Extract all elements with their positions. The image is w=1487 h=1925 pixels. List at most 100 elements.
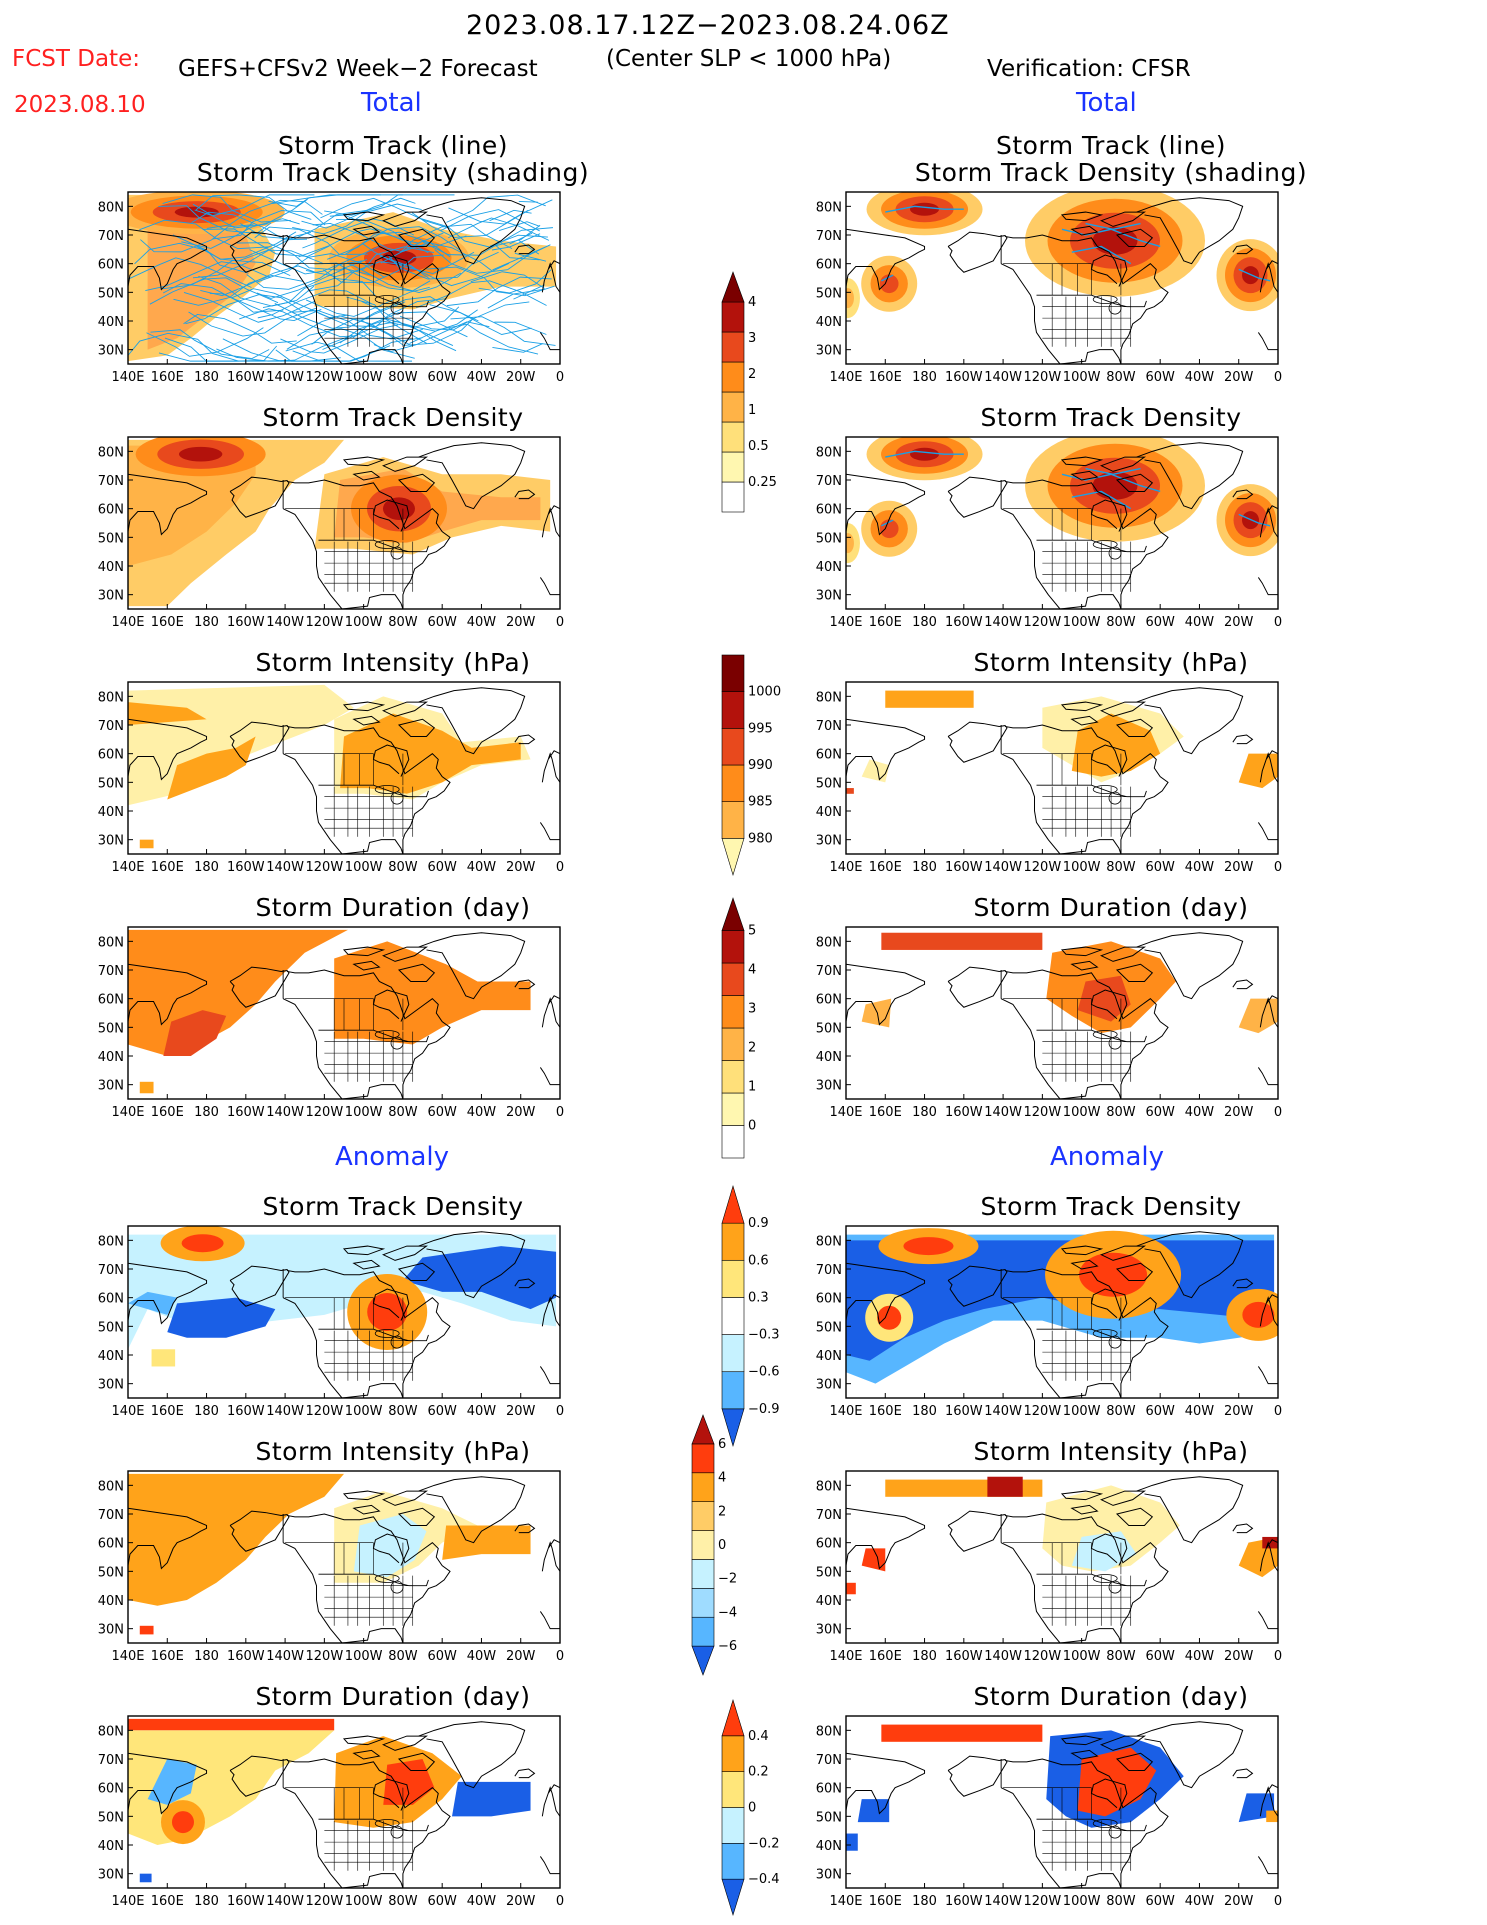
- great-lakes-huron: [1108, 1036, 1122, 1050]
- colorbar-label: −0.6: [748, 1365, 780, 1380]
- map-coastlines: [128, 1476, 560, 1643]
- lon-label: 80W: [1106, 860, 1136, 875]
- lon-label: 20W: [506, 615, 536, 630]
- coastline-5: [514, 244, 536, 255]
- storm-track-line: [352, 311, 468, 339]
- lon-label: 0: [1274, 1894, 1282, 1909]
- storm-track-line: [262, 277, 376, 308]
- coastline-1: [229, 1755, 290, 1797]
- colorbar-intensity-anom: 6 4 2 0 −2 −4 −6: [691, 1414, 737, 1676]
- lon-label: 180: [194, 615, 219, 630]
- storm-track-line: [327, 231, 451, 260]
- arctic-island-0: [1060, 701, 1104, 712]
- colorbar-label: 5: [748, 924, 756, 939]
- anom-neg-atlantic: [402, 1246, 557, 1310]
- lat-label: 60N: [98, 1292, 124, 1307]
- coastline-6: [1259, 995, 1278, 1029]
- storm-track-line: [285, 341, 413, 362]
- lat-label: 40N: [98, 1839, 124, 1854]
- colorbar-label: 0.25: [748, 475, 777, 490]
- coastline-1: [229, 721, 290, 763]
- map-coastlines: [846, 1476, 1278, 1643]
- great-lakes-superior: [374, 540, 400, 549]
- verification-label: Verification: CFSR: [987, 56, 1191, 82]
- dur-west-dark: [163, 1010, 227, 1056]
- lon-label: 160W: [945, 1649, 983, 1664]
- lat-label: 30N: [98, 1623, 124, 1638]
- lon-label: 100W: [1063, 1649, 1101, 1664]
- int-europe: [1238, 753, 1278, 789]
- great-lakes-huron: [390, 1335, 404, 1349]
- coastline-7: [1257, 822, 1278, 841]
- lon-label: 140W: [984, 1649, 1022, 1664]
- lon-label: 180: [194, 1894, 219, 1909]
- lon-label: 20W: [1224, 615, 1254, 630]
- anom-dur-blue: [147, 1759, 197, 1805]
- density-west-2: [128, 445, 256, 566]
- lat-label: 40N: [816, 1594, 842, 1609]
- coastline-0: [846, 473, 926, 536]
- lon-label: 160E: [151, 1649, 184, 1664]
- title-duration-left: Storm Duration (day): [255, 893, 531, 922]
- arctic-island-2: [352, 1749, 381, 1760]
- storm-track-line: [301, 197, 416, 229]
- map-anom-intensity-verification: 140E 160E 180 160W 140W 120W 100W 80W 60W 40W 20W 0…: [816, 1470, 1282, 1664]
- arctic-island-2: [1070, 225, 1099, 236]
- storm-track-line: [494, 244, 540, 261]
- coastline-7: [539, 822, 560, 841]
- colorbar-label: 2: [718, 1504, 726, 1519]
- colorbar-swatch: [691, 1472, 715, 1502]
- arctic-island-2: [1070, 1504, 1099, 1515]
- storm-track-line: [489, 209, 532, 222]
- arctic-island-2: [1070, 470, 1099, 481]
- arctic-island-0: [342, 1245, 386, 1256]
- coastline-5: [1232, 979, 1254, 990]
- colorbar-swatch: [721, 1184, 745, 1224]
- coastline-2: [282, 234, 451, 364]
- anom-neg-kamchatka: [128, 1291, 178, 1315]
- lon-label: 140W: [984, 370, 1022, 385]
- lon-label: 20W: [1224, 1105, 1254, 1120]
- lat-label: 30N: [816, 589, 842, 604]
- colorbar-label: 0: [748, 1119, 756, 1134]
- lat-label: 80N: [98, 1724, 124, 1739]
- lat-label: 30N: [98, 1868, 124, 1883]
- lon-label: 140E: [111, 1649, 144, 1664]
- title-track-line-right: Storm Track (line): [995, 131, 1227, 160]
- map-shading: [128, 437, 560, 609]
- lat-label: 40N: [816, 1050, 842, 1065]
- storm-track-line: [426, 266, 555, 297]
- lon-label: 100W: [345, 1105, 383, 1120]
- lon-label: 140E: [829, 860, 862, 875]
- lon-label: 60W: [427, 1105, 457, 1120]
- great-lakes-huron: [390, 1825, 404, 1839]
- lat-label: 60N: [816, 503, 842, 518]
- lon-label: 120W: [306, 860, 344, 875]
- arctic-island-3: [1115, 963, 1154, 982]
- coastline-3: [1090, 1778, 1128, 1811]
- great-lakes-huron: [1108, 1825, 1122, 1839]
- lon-label: 100W: [345, 615, 383, 630]
- arctic-island-1: [1099, 946, 1147, 962]
- storm-track-line: [499, 221, 540, 231]
- lon-label: 180: [912, 615, 937, 630]
- colorbar-swatch: [691, 1414, 715, 1445]
- map-shading: [846, 927, 1278, 1099]
- title-anom-duration-left: Storm Duration (day): [255, 1682, 531, 1711]
- coastline-3: [372, 1778, 410, 1811]
- lat-label: 60N: [98, 1782, 124, 1797]
- coastline-6: [541, 1539, 560, 1573]
- arctic-island-3: [397, 473, 436, 492]
- lon-label: 40W: [467, 860, 497, 875]
- lon-label: 0: [1274, 615, 1282, 630]
- storm-track-line: [387, 251, 499, 280]
- density-arctic-level-3: [910, 447, 940, 461]
- coastline-3: [1090, 1533, 1128, 1566]
- lon-label: 0: [1274, 1404, 1282, 1419]
- dur-east: [334, 941, 531, 1045]
- lat-label: 70N: [816, 474, 842, 489]
- coastline-3: [372, 1533, 410, 1566]
- storm-track-line: [323, 254, 444, 283]
- coastline-7: [1257, 1856, 1278, 1875]
- lat-label: 80N: [816, 935, 842, 950]
